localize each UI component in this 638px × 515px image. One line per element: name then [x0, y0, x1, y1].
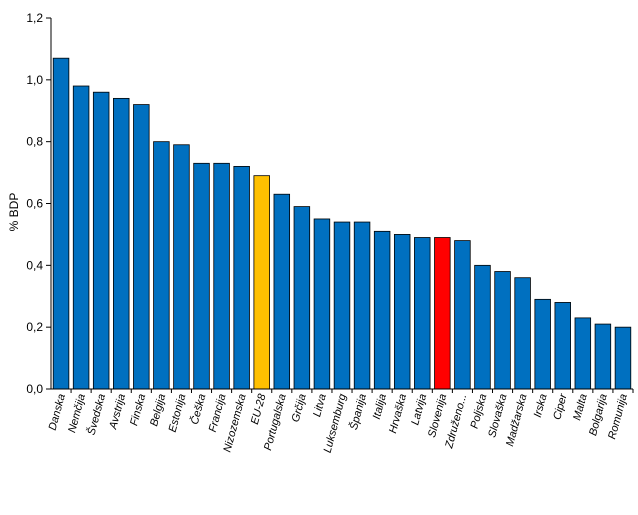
bar — [494, 271, 511, 390]
bar — [393, 234, 411, 390]
x-category-label: Danska — [47, 393, 68, 432]
bar — [72, 85, 90, 390]
x-category-label: Poljska — [469, 393, 490, 430]
bar — [534, 298, 551, 390]
x-category-label: Malta — [571, 393, 590, 422]
bar — [133, 104, 150, 390]
x-category-label: Grčija — [290, 393, 309, 424]
bar — [253, 175, 270, 390]
bars — [52, 57, 632, 390]
bar — [173, 144, 190, 390]
bar — [293, 206, 311, 390]
bar — [474, 264, 491, 390]
x-category-label: Slovaška — [486, 393, 509, 439]
y-tick-label: 1,0 — [26, 73, 43, 87]
y-axis-title: % BDP — [7, 193, 21, 232]
bar — [373, 230, 391, 390]
bar — [414, 237, 431, 390]
x-category-label: Avstrija — [107, 393, 128, 432]
bar — [594, 323, 612, 390]
bar — [574, 317, 592, 390]
y-tick-label: 0,0 — [26, 382, 43, 396]
x-category-label: Irska — [532, 393, 550, 419]
x-category-label: Latvija — [409, 393, 429, 427]
bar — [514, 277, 531, 390]
x-category-label: Francija — [207, 393, 229, 434]
x-category-label: Ciper — [551, 391, 570, 421]
bar — [193, 162, 210, 390]
bar — [113, 97, 130, 390]
bar — [233, 165, 250, 390]
bar — [213, 162, 230, 390]
x-category-label: Bolgarija — [587, 393, 610, 437]
x-category-label: EU-28 — [249, 392, 269, 426]
y-tick-label: 0,8 — [26, 135, 43, 149]
x-category-label: Litva — [311, 393, 329, 419]
bar — [333, 221, 351, 390]
x-category-label: Češka — [188, 392, 209, 425]
bar — [153, 141, 170, 390]
bar — [454, 240, 471, 390]
y-tick-label: 0,4 — [26, 258, 43, 272]
x-category-label: Slovenija — [426, 393, 449, 439]
bar — [353, 221, 371, 390]
x-category-label: Belgija — [148, 393, 168, 428]
bar — [313, 218, 331, 390]
bar — [52, 57, 70, 390]
x-category-label: Estonija — [167, 393, 189, 434]
x-category-label: Finska — [128, 393, 148, 427]
y-axis-ticks: 0,0 0,2 0,4 0,6 0,8 1,0 1,2 — [26, 11, 51, 396]
x-category-label: Nemčija — [66, 393, 88, 434]
y-tick-label: 1,2 — [26, 11, 43, 25]
bar — [92, 91, 110, 390]
bar — [273, 193, 291, 390]
x-category-label: Romunija — [606, 393, 630, 441]
bar — [614, 326, 632, 390]
y-tick-label: 0,2 — [26, 320, 43, 334]
y-tick-label: 0,6 — [26, 197, 43, 211]
bar — [554, 302, 571, 390]
bar — [434, 237, 451, 390]
x-category-label: Švedska — [85, 392, 108, 436]
x-category-label: Hrvaška — [387, 393, 409, 435]
x-category-label: Španija — [347, 392, 369, 431]
x-category-label: Italija — [371, 393, 389, 421]
